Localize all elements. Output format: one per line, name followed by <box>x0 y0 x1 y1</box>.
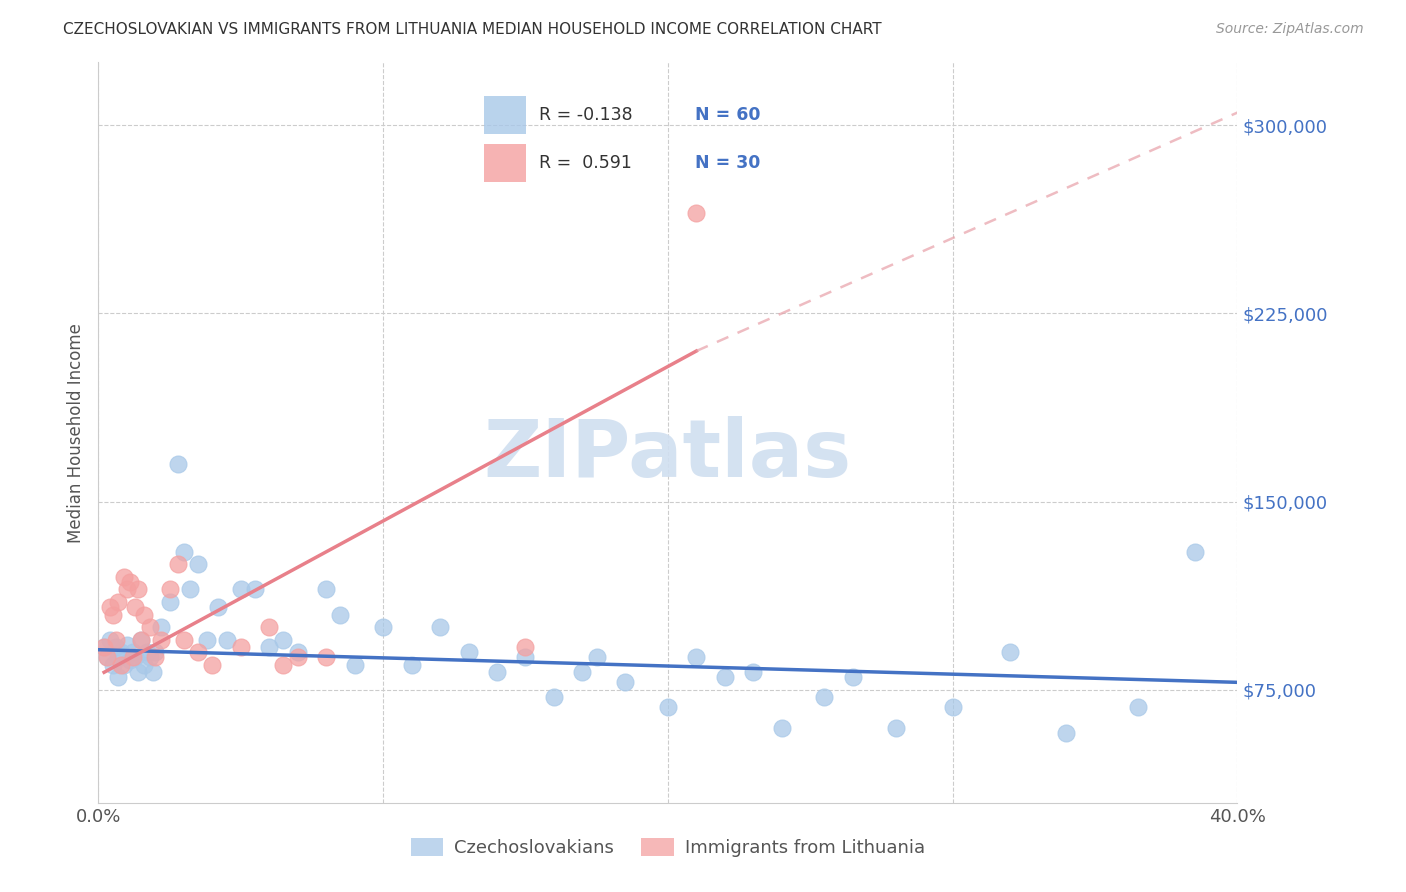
Point <box>135 645 157 659</box>
Point <box>259 620 281 634</box>
Point <box>107 650 129 665</box>
Point <box>287 650 309 665</box>
Point <box>259 640 281 655</box>
Point <box>93 640 115 655</box>
Point <box>942 700 965 714</box>
Point <box>112 657 135 672</box>
Point <box>343 657 366 672</box>
Point <box>115 582 138 597</box>
Point <box>273 632 295 647</box>
Point <box>515 650 537 665</box>
Point <box>195 632 218 647</box>
Point <box>98 600 121 615</box>
Point <box>141 665 163 680</box>
Point <box>315 650 337 665</box>
Point <box>118 574 141 589</box>
Point <box>115 638 138 652</box>
Point <box>159 595 181 609</box>
Point <box>96 650 118 665</box>
Point <box>159 582 181 597</box>
Point <box>373 620 395 634</box>
Point <box>127 665 149 680</box>
Point <box>129 632 152 647</box>
Point <box>173 632 195 647</box>
Point <box>187 645 209 659</box>
Point <box>187 558 209 572</box>
Point <box>121 650 143 665</box>
Point <box>515 640 537 655</box>
Point <box>107 595 129 609</box>
Point <box>842 670 865 684</box>
Point <box>457 645 479 659</box>
Point <box>104 632 127 647</box>
Point <box>229 640 252 655</box>
Point <box>132 657 155 672</box>
Point <box>124 600 146 615</box>
Point <box>657 700 679 714</box>
Point <box>96 650 118 665</box>
Point <box>124 650 146 665</box>
Point <box>714 670 737 684</box>
Point <box>998 645 1021 659</box>
Point <box>1126 700 1149 714</box>
Point <box>121 645 143 659</box>
Point <box>287 645 309 659</box>
Point <box>167 457 190 471</box>
Point <box>571 665 593 680</box>
Point <box>207 600 229 615</box>
Point <box>104 640 127 655</box>
Point <box>145 645 167 659</box>
Y-axis label: Median Household Income: Median Household Income <box>66 323 84 542</box>
Point <box>742 665 765 680</box>
Point <box>585 650 607 665</box>
Point <box>243 582 266 597</box>
Point <box>813 690 835 705</box>
Point <box>118 653 141 667</box>
Point <box>145 650 167 665</box>
Point <box>614 675 637 690</box>
Point <box>93 640 115 655</box>
Point <box>173 545 195 559</box>
Point <box>315 582 337 597</box>
Point <box>138 650 160 665</box>
Text: ZIPatlas: ZIPatlas <box>484 416 852 494</box>
Point <box>167 558 190 572</box>
Point <box>101 657 124 672</box>
Point <box>201 657 224 672</box>
Point <box>132 607 155 622</box>
Text: CZECHOSLOVAKIAN VS IMMIGRANTS FROM LITHUANIA MEDIAN HOUSEHOLD INCOME CORRELATION: CZECHOSLOVAKIAN VS IMMIGRANTS FROM LITHU… <box>63 22 882 37</box>
Point <box>429 620 451 634</box>
Point <box>138 620 160 634</box>
Point <box>770 721 793 735</box>
Text: Source: ZipAtlas.com: Source: ZipAtlas.com <box>1216 22 1364 37</box>
Point <box>110 657 132 672</box>
Point <box>1184 545 1206 559</box>
Point <box>884 721 907 735</box>
Point <box>107 670 129 684</box>
Point <box>112 570 135 584</box>
Legend: Czechoslovakians, Immigrants from Lithuania: Czechoslovakians, Immigrants from Lithua… <box>404 830 932 864</box>
Point <box>1056 725 1078 739</box>
Point <box>101 607 124 622</box>
Point <box>150 620 173 634</box>
Point <box>215 632 238 647</box>
Point <box>685 650 707 665</box>
Point <box>543 690 565 705</box>
Point <box>273 657 295 672</box>
Point <box>179 582 201 597</box>
Point <box>110 645 132 659</box>
Point <box>127 582 149 597</box>
Point <box>150 632 173 647</box>
Point <box>329 607 352 622</box>
Point <box>401 657 423 672</box>
Point <box>685 206 707 220</box>
Point <box>98 632 121 647</box>
Point <box>486 665 509 680</box>
Point <box>229 582 252 597</box>
Point <box>129 632 152 647</box>
